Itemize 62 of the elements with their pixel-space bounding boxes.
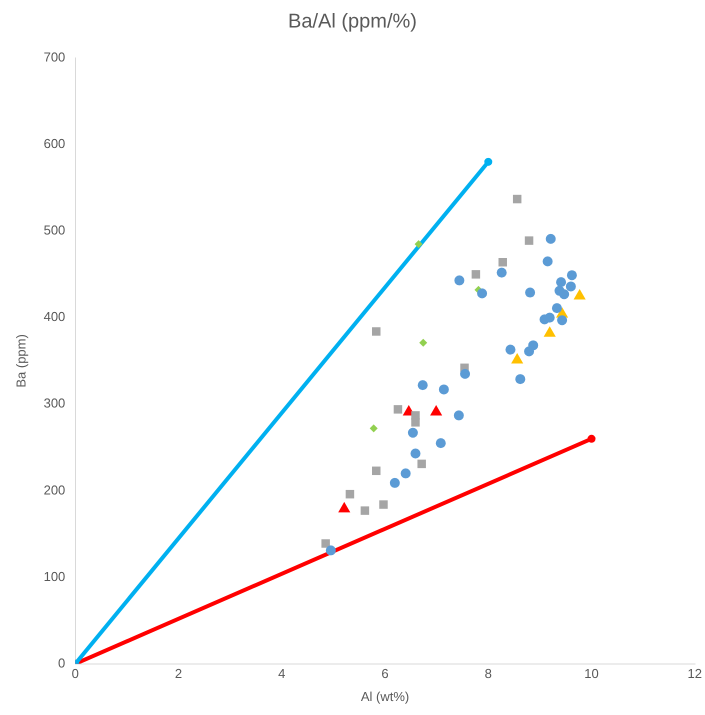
point xyxy=(419,338,428,347)
point xyxy=(477,288,488,298)
y-tick-label: 400 xyxy=(44,309,66,324)
point xyxy=(438,384,449,394)
point xyxy=(505,344,516,355)
point xyxy=(390,478,400,488)
point xyxy=(484,158,492,166)
point xyxy=(546,234,556,244)
point xyxy=(454,410,464,420)
point xyxy=(566,281,576,292)
y-tick-label: 600 xyxy=(44,136,66,152)
point xyxy=(556,277,566,288)
point xyxy=(588,434,596,443)
point xyxy=(524,236,534,245)
point xyxy=(360,506,370,515)
x-tick-label: 10 xyxy=(584,666,599,682)
point xyxy=(372,327,380,336)
y-tick-label: 300 xyxy=(44,396,66,411)
point xyxy=(544,312,555,323)
point xyxy=(408,428,418,438)
point xyxy=(372,466,380,476)
point xyxy=(559,289,570,300)
chart-title: Ba/Al (ppm/%) xyxy=(288,10,417,33)
point xyxy=(496,268,507,278)
y-tick-label: 0 xyxy=(58,655,66,670)
point xyxy=(460,368,470,379)
x-tick-label: 0 xyxy=(72,666,79,682)
point xyxy=(411,418,420,427)
x-tick-label: 2 xyxy=(174,666,182,682)
x-tick-label: 12 xyxy=(688,666,702,682)
point xyxy=(511,353,524,364)
point xyxy=(557,315,568,326)
x-tick-label: 6 xyxy=(381,666,389,682)
point xyxy=(498,258,507,266)
y-tick-label: 500 xyxy=(44,222,66,238)
x-tick-label: 4 xyxy=(278,666,286,682)
point xyxy=(326,545,336,556)
y-tick-label: 200 xyxy=(44,482,66,498)
point xyxy=(379,500,388,509)
point xyxy=(525,288,536,298)
y-tick-label: 100 xyxy=(44,568,66,584)
point xyxy=(542,256,553,266)
point xyxy=(515,374,526,384)
point xyxy=(552,303,562,314)
point xyxy=(436,438,446,448)
x-tick-label: 8 xyxy=(484,666,492,682)
point xyxy=(417,460,426,468)
point xyxy=(454,275,464,286)
point xyxy=(418,380,428,390)
y-tick-label: 700 xyxy=(44,50,66,65)
y-axis-title: Ba (ppm) xyxy=(13,334,28,388)
point xyxy=(524,346,534,356)
point xyxy=(512,194,522,204)
point xyxy=(370,424,378,432)
point xyxy=(410,448,420,458)
point xyxy=(566,270,577,280)
point xyxy=(400,468,411,478)
point xyxy=(346,490,354,498)
point xyxy=(472,270,480,279)
point xyxy=(394,405,402,414)
point xyxy=(414,240,423,248)
x-axis-title: Al (wt%) xyxy=(360,688,410,704)
